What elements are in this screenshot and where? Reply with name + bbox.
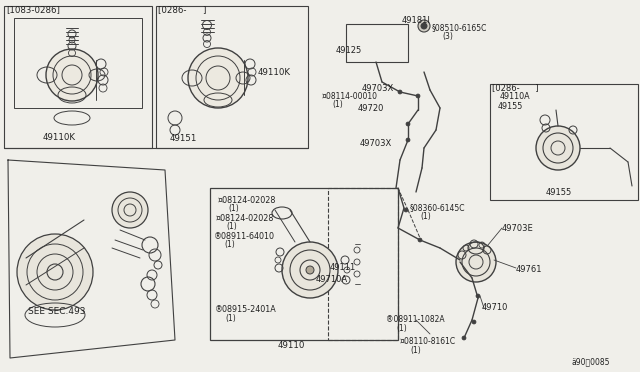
Text: 49151: 49151 — [170, 134, 197, 142]
Text: 49710: 49710 — [482, 304, 508, 312]
Text: ¤08110-8161C: ¤08110-8161C — [400, 337, 456, 346]
Circle shape — [476, 294, 480, 298]
Text: 49710A: 49710A — [316, 276, 348, 285]
Text: (1): (1) — [226, 221, 237, 231]
Circle shape — [282, 242, 338, 298]
Text: (1): (1) — [228, 203, 239, 212]
Text: ®08911-1082A: ®08911-1082A — [386, 315, 445, 324]
Text: 49720: 49720 — [358, 103, 385, 112]
Circle shape — [462, 336, 466, 340]
Bar — [210, 188, 398, 340]
Text: 49155: 49155 — [498, 102, 524, 110]
Text: ®08915-2401A: ®08915-2401A — [215, 305, 276, 314]
Bar — [4, 6, 152, 148]
Text: 49111: 49111 — [330, 263, 356, 273]
Circle shape — [472, 320, 476, 324]
Text: 49125: 49125 — [336, 45, 362, 55]
Bar — [328, 188, 398, 340]
Circle shape — [188, 48, 248, 108]
Circle shape — [421, 23, 427, 29]
Text: (3): (3) — [442, 32, 453, 41]
Text: 49110: 49110 — [278, 340, 305, 350]
Text: ¤08124-02028: ¤08124-02028 — [216, 214, 275, 222]
Bar — [156, 6, 308, 148]
Text: (1): (1) — [225, 314, 236, 323]
Circle shape — [406, 138, 410, 142]
Circle shape — [418, 238, 422, 242]
Text: §08360-6145C: §08360-6145C — [410, 203, 465, 212]
Circle shape — [536, 126, 580, 170]
Text: (1): (1) — [224, 240, 235, 248]
Circle shape — [46, 49, 98, 101]
Text: SEE SEC.493: SEE SEC.493 — [28, 308, 86, 317]
Text: ®08911-64010: ®08911-64010 — [214, 231, 275, 241]
Text: [0286-      ]: [0286- ] — [158, 6, 206, 15]
Text: ä90を0085: ä90を0085 — [572, 357, 611, 366]
Circle shape — [306, 266, 314, 274]
Circle shape — [418, 20, 430, 32]
Text: §08510-6165C: §08510-6165C — [432, 23, 488, 32]
Bar — [346, 24, 408, 62]
Text: (1): (1) — [396, 324, 407, 333]
Bar — [14, 18, 142, 108]
Circle shape — [458, 260, 462, 264]
Circle shape — [404, 208, 408, 212]
Text: (1): (1) — [332, 99, 343, 109]
Text: 49155: 49155 — [546, 187, 572, 196]
Text: ¤08114-00010: ¤08114-00010 — [322, 92, 378, 100]
Text: 49703E: 49703E — [502, 224, 534, 232]
Circle shape — [422, 25, 426, 28]
Circle shape — [17, 234, 93, 310]
Text: (1): (1) — [420, 212, 431, 221]
Text: 49761: 49761 — [516, 266, 543, 275]
Text: 49181I: 49181I — [402, 16, 431, 25]
Circle shape — [456, 242, 496, 282]
Text: 49110A: 49110A — [500, 92, 531, 100]
Text: [0286-      ]: [0286- ] — [492, 83, 539, 93]
Circle shape — [416, 94, 420, 98]
Circle shape — [112, 192, 148, 228]
Text: 49703X: 49703X — [360, 138, 392, 148]
Text: ¤08124-02028: ¤08124-02028 — [218, 196, 276, 205]
Text: 49110K: 49110K — [258, 67, 291, 77]
Circle shape — [406, 122, 410, 126]
Bar — [490, 84, 638, 200]
Text: 49703X: 49703X — [362, 83, 394, 93]
Text: 49110K: 49110K — [43, 132, 76, 141]
Circle shape — [398, 90, 402, 94]
Text: [1083-0286]: [1083-0286] — [6, 6, 60, 15]
Text: (1): (1) — [410, 346, 420, 355]
